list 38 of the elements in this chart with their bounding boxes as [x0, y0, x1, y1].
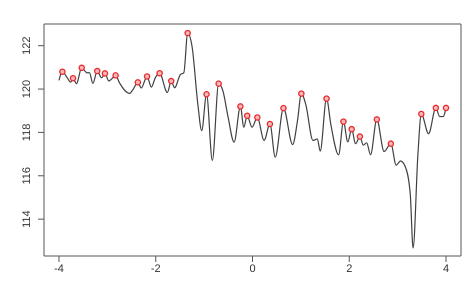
point: [168, 78, 174, 84]
point: [280, 104, 287, 112]
x-tick-label: -4: [54, 262, 64, 275]
point: [254, 114, 261, 121]
point: [59, 68, 66, 75]
point: [203, 91, 210, 98]
point: [340, 118, 347, 125]
point: [388, 140, 394, 147]
x-tick-label: 2: [346, 262, 352, 275]
point: [374, 116, 380, 123]
x-tick-label: -2: [150, 262, 161, 275]
y-tick-label: 116: [20, 167, 33, 185]
point: [184, 30, 191, 36]
point: [215, 80, 222, 87]
point: [112, 72, 119, 79]
point: [156, 70, 163, 76]
point: [94, 68, 100, 74]
point: [418, 110, 425, 118]
point: [244, 112, 250, 119]
point: [442, 104, 450, 112]
x-tick-label: 0: [249, 262, 256, 275]
x-tick-label: 4: [442, 262, 450, 275]
point: [134, 79, 142, 86]
point: [78, 64, 85, 72]
y-tick-label: 122: [20, 36, 33, 55]
point: [323, 95, 330, 102]
point: [348, 126, 355, 132]
y-tick-label: 118: [20, 124, 33, 142]
point: [266, 120, 274, 128]
point: [432, 104, 440, 112]
point: [237, 103, 244, 110]
point: [298, 90, 305, 97]
y-tick-label: 114: [20, 210, 33, 228]
point: [102, 70, 108, 77]
y-tick-label: 120: [20, 80, 33, 98]
point: [144, 73, 150, 80]
point: [70, 74, 76, 82]
point: [356, 133, 364, 140]
